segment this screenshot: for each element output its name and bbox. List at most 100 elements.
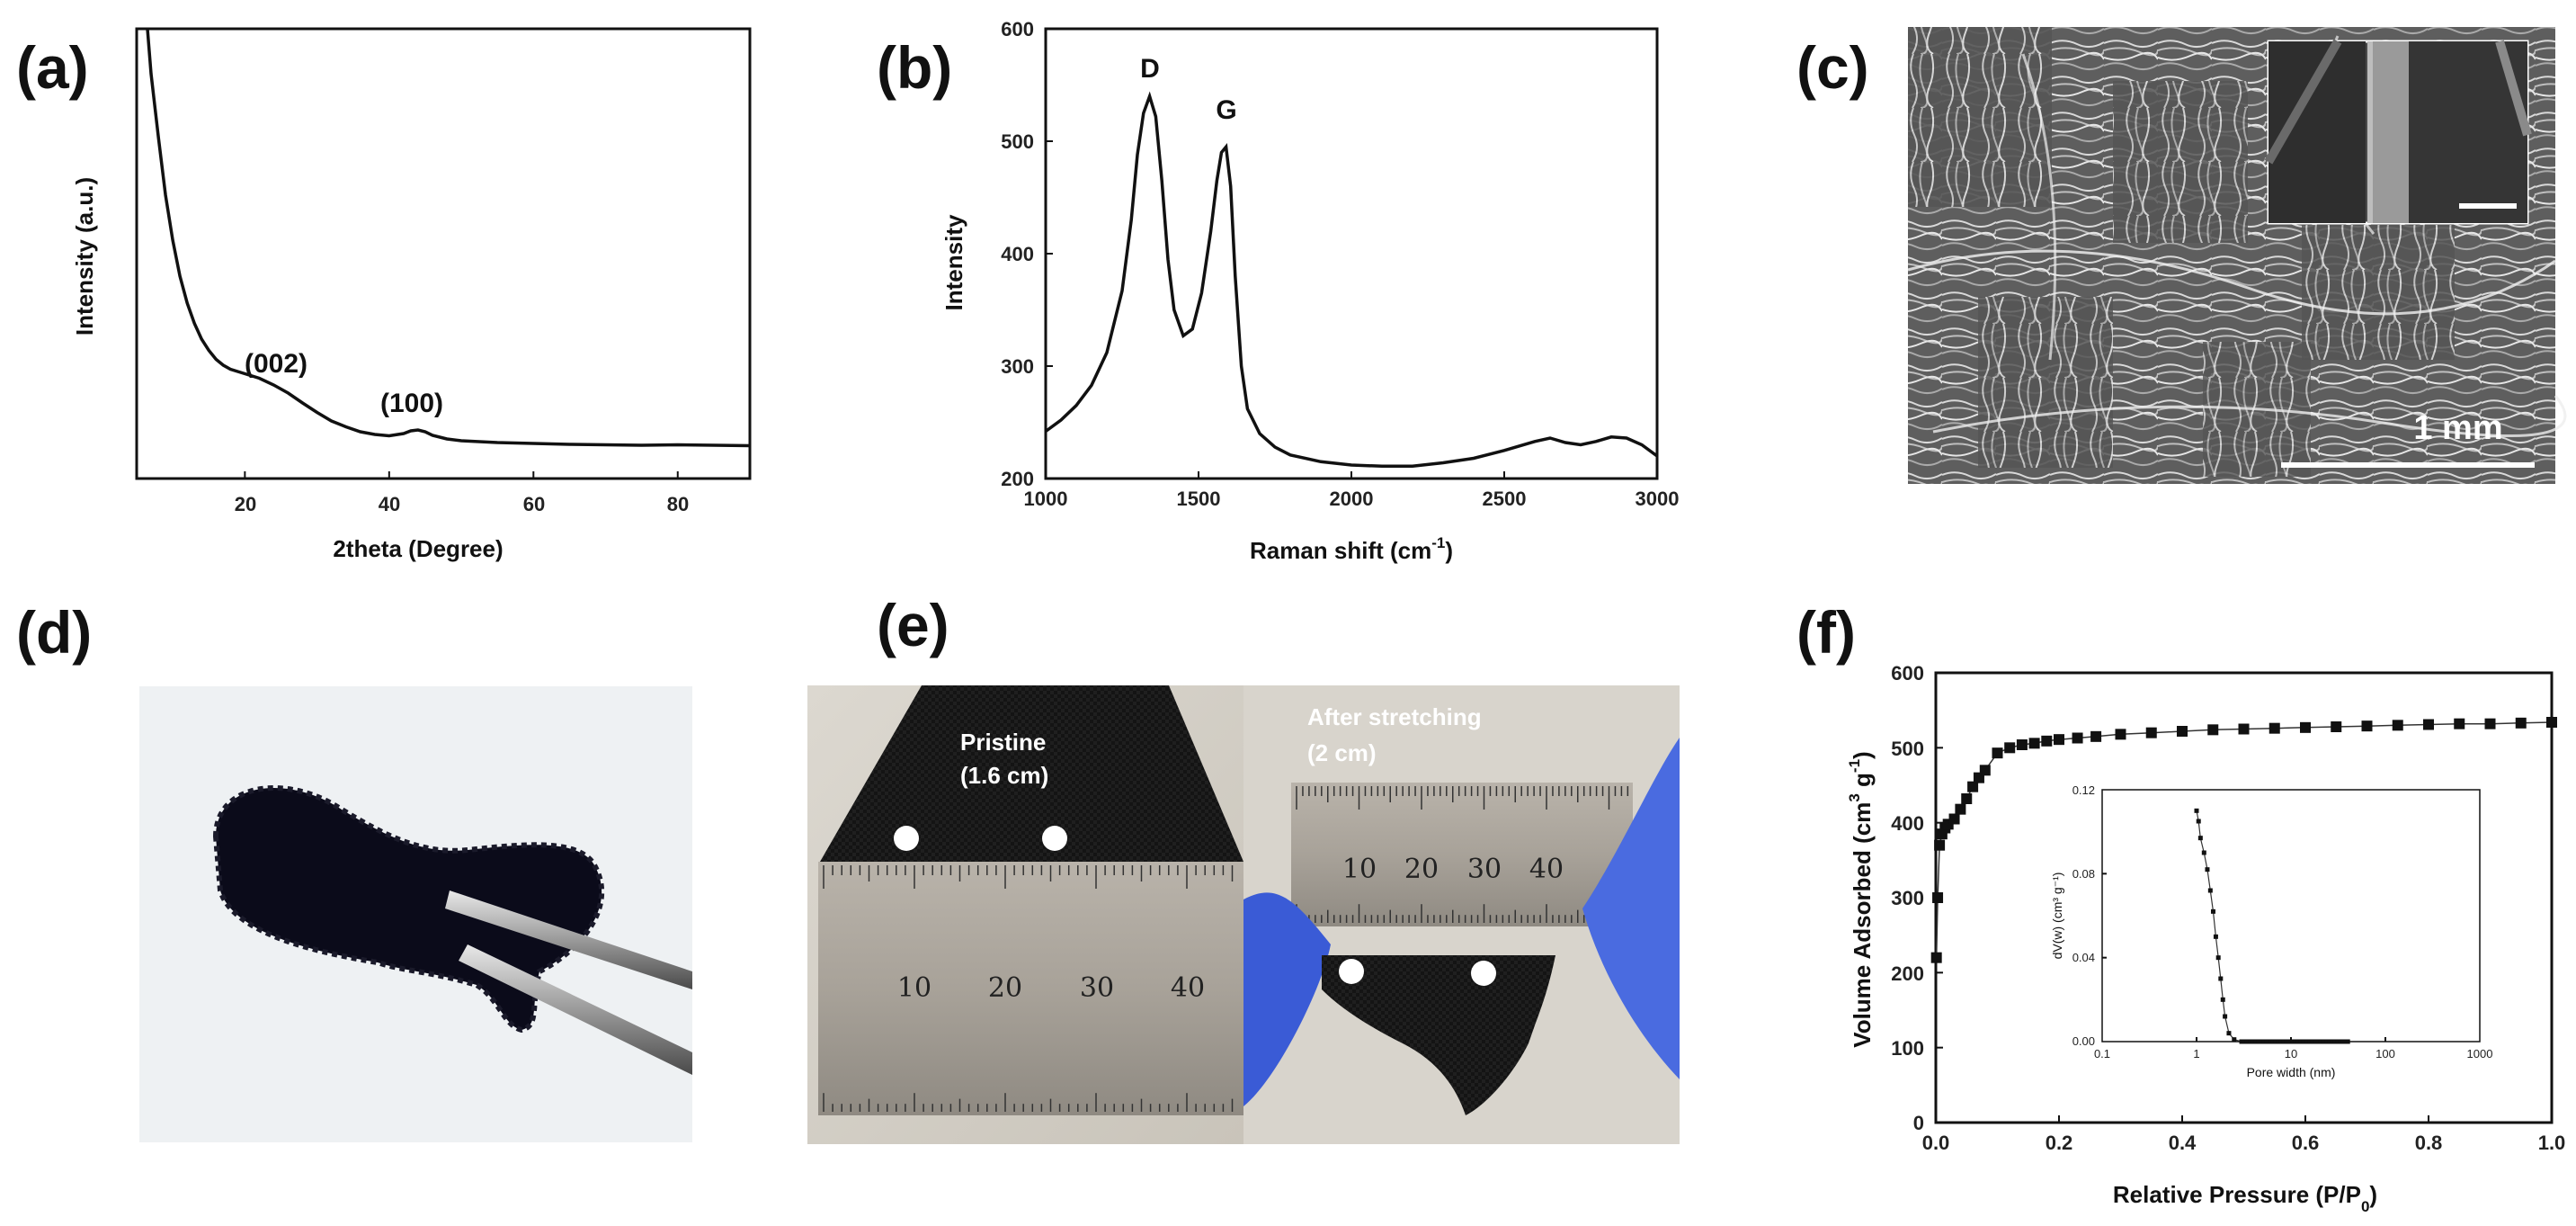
fabric-pristine xyxy=(820,685,1243,862)
pore-size-point xyxy=(2196,819,2201,824)
inset-scale-bar xyxy=(2459,203,2517,209)
x-axis-label-b-text: Raman shift (cm xyxy=(1250,537,1431,564)
ruler-number: 30 xyxy=(1080,972,1114,1004)
x-tick-label-a: 60 xyxy=(523,493,545,515)
pore-size-point xyxy=(2315,1039,2321,1044)
isotherm-point xyxy=(2268,722,2280,734)
isotherm-point xyxy=(2090,730,2102,742)
caption-pristine: Pristine xyxy=(960,729,1046,756)
sem-inset xyxy=(2264,39,2532,225)
x-tick-labels-a: 20 40 60 80 xyxy=(235,493,689,515)
fabric-stretched xyxy=(1322,955,1555,1115)
x-tick-label-f: 0.0 xyxy=(1922,1132,1950,1154)
isotherm-point xyxy=(2054,734,2064,746)
peak-label-002: (002) xyxy=(245,349,308,379)
pore-size-point xyxy=(2256,1039,2261,1044)
pore-size-point xyxy=(2293,1039,2298,1044)
marker-dot xyxy=(1471,961,1496,986)
panel-label-b: (b) xyxy=(877,34,952,101)
isotherm-point xyxy=(2004,742,2016,754)
pore-size-point xyxy=(2278,1039,2284,1044)
x-axis-label-f-sub: 0 xyxy=(2361,1198,2369,1215)
isotherm-point xyxy=(2177,726,2188,737)
pore-size-point xyxy=(2273,1039,2278,1044)
pore-size-point xyxy=(2220,997,2225,1002)
panel-label-e: (e) xyxy=(877,592,949,658)
y-tick-label-b: 200 xyxy=(1001,468,1034,490)
marker-dot xyxy=(894,826,919,851)
x-tick-label-b: 2000 xyxy=(1330,488,1374,510)
inset-y-axis-label: dV(w) (cm³ g⁻¹) xyxy=(2050,873,2064,960)
isotherm-point xyxy=(1930,952,1942,963)
ruler-number: 10 xyxy=(897,972,931,1004)
ruler-number: 20 xyxy=(1404,854,1439,885)
x-axis-label-b-end: ) xyxy=(1445,537,1453,564)
x-ticks-a xyxy=(244,471,679,479)
pore-size-point xyxy=(2335,1039,2340,1044)
pore-size-point xyxy=(2210,908,2215,914)
ruler-number: 30 xyxy=(1467,854,1502,885)
pore-size-points xyxy=(2194,808,2350,1044)
y-axis-label-b: Intensity xyxy=(940,214,967,310)
pore-size-point xyxy=(2207,888,2213,893)
pore-size-point xyxy=(2270,1039,2276,1044)
ticks-b xyxy=(1046,140,1505,479)
photo-stretched: 10 20 30 40 After stretching (2 cm) xyxy=(1243,685,1680,1144)
x-tick-label-a: 40 xyxy=(379,493,400,515)
isotherm-point xyxy=(2238,723,2250,735)
peak-label-100: (100) xyxy=(380,389,443,418)
y-axis-label-a: Intensity (a.u.) xyxy=(71,177,98,336)
x-tick-label-a: 20 xyxy=(235,493,256,515)
x-tick-label-f: 0.8 xyxy=(2415,1132,2443,1154)
marker-dot xyxy=(1339,959,1364,984)
y-tick-label-b: 500 xyxy=(1001,130,1034,153)
pore-size-point xyxy=(2307,1039,2313,1044)
pore-size-point xyxy=(2261,1039,2267,1044)
y-tick-label-f: 200 xyxy=(1891,962,1924,985)
pore-size-point xyxy=(2242,1039,2247,1044)
ticks-f xyxy=(1936,747,2429,1123)
raman-curve xyxy=(1044,91,1659,469)
pore-size-point xyxy=(2251,1039,2256,1044)
pore-size-point xyxy=(2213,934,2218,939)
x-axis-label-a: 2theta (Degree) xyxy=(333,535,503,562)
ruler-number: 40 xyxy=(1529,854,1564,885)
panel-b: (b) 1000 1500 2000 2500 3000 200 300 400… xyxy=(877,18,1679,564)
pore-size-point xyxy=(2281,1039,2286,1044)
inset-y-tick-label: 0.12 xyxy=(2072,783,2095,797)
inset-y-tick-label: 0.08 xyxy=(2072,867,2095,881)
isotherm-point xyxy=(2072,732,2083,744)
pore-size-point xyxy=(2215,955,2221,961)
glove-right xyxy=(1582,738,1680,1079)
x-axis-label-f-text: Relative Pressure (P/P xyxy=(2113,1181,2361,1208)
pore-size-point xyxy=(2301,1039,2306,1044)
y-tick-label-b: 600 xyxy=(1001,18,1034,40)
pore-size-point xyxy=(2244,1039,2250,1044)
x-tick-labels-f: 0.0 0.2 0.4 0.6 0.8 1.0 xyxy=(1922,1132,2566,1154)
pore-size-point xyxy=(2310,1039,2315,1044)
pore-size-point xyxy=(2324,1039,2330,1044)
inset-y-tick-label: 0.00 xyxy=(2072,1034,2095,1048)
isotherm-point xyxy=(1948,813,1960,825)
inset-x-tick-label: 100 xyxy=(2375,1047,2395,1060)
inset-frame xyxy=(2101,789,2481,1043)
y-axis-label-f-end: ) xyxy=(1849,751,1876,759)
y-tick-label-b: 400 xyxy=(1001,243,1034,265)
scale-bar-label: 1 mm xyxy=(2413,409,2502,447)
isotherm-point xyxy=(2300,721,2311,733)
pore-size-point xyxy=(2290,1039,2295,1044)
isotherm-point xyxy=(2016,739,2028,750)
y-tick-labels-b: 200 300 400 500 600 xyxy=(1001,18,1034,490)
pore-size-point xyxy=(2304,1039,2310,1044)
glove-left xyxy=(1243,892,1331,1106)
ruler-left-ticks xyxy=(823,865,1234,1112)
pore-size-point xyxy=(2223,1014,2228,1019)
ruler-number: 10 xyxy=(1342,854,1377,885)
panel-e: (e) 10 20 30 40 Pristine (1.6 cm) 10 20 … xyxy=(807,592,1680,1144)
pore-size-point xyxy=(2340,1039,2346,1044)
x-axis-label-f-end: ) xyxy=(2369,1181,2377,1208)
pore-size-point xyxy=(2226,1031,2232,1036)
axes-frame-b xyxy=(1044,27,1659,480)
pore-size-point xyxy=(2248,1039,2253,1044)
x-tick-label-f: 1.0 xyxy=(2538,1132,2566,1154)
